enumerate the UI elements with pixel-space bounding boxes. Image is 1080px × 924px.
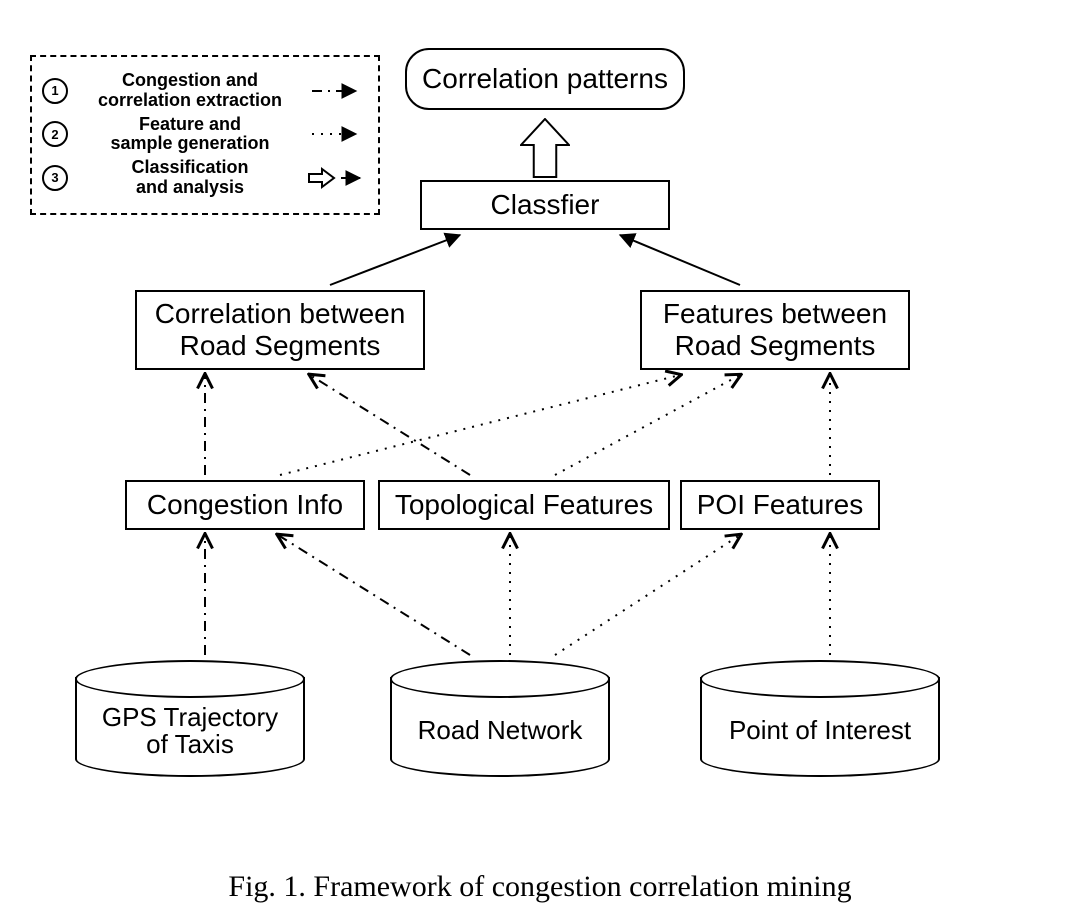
figure-caption: Fig. 1. Framework of congestion correlat…: [0, 870, 1080, 904]
edge-topo-feat: [555, 375, 740, 475]
edge-feat-classifier: [620, 235, 740, 285]
legend-number-icon: 3: [42, 165, 68, 191]
legend-box: 1 Congestion andcorrelation extraction 2 Fe…: [30, 55, 380, 215]
node-poi-features: POI Features: [680, 480, 880, 530]
node-congestion-info: Congestion Info: [125, 480, 365, 530]
diagram-canvas: 1 Congestion andcorrelation extraction 2 Fe…: [0, 0, 1080, 924]
cylinder-label: Road Network: [418, 717, 583, 744]
node-label: POI Features: [697, 489, 864, 521]
legend-text: Congestion andcorrelation extraction: [82, 71, 298, 111]
cylinder-label: GPS Trajectory of Taxis: [102, 704, 278, 759]
node-label: Topological Features: [395, 489, 653, 521]
edge-road-cong: [278, 535, 470, 655]
legend-row-1: 1 Congestion andcorrelation extraction: [42, 71, 366, 111]
cylinder-road-network: Road Network: [390, 660, 610, 765]
edge-topo-corr: [310, 375, 470, 475]
cylinder-point-of-interest: Point of Interest: [700, 660, 940, 765]
legend-arrow-icon: [308, 123, 366, 145]
legend-number-icon: 1: [42, 78, 68, 104]
legend-number-icon: 2: [42, 121, 68, 147]
node-label: Correlation patterns: [422, 63, 668, 95]
legend-row-2: 2 Feature andsample generation: [42, 115, 366, 155]
hollow-arrow-up: [520, 118, 570, 178]
cylinder-gps-trajectory: GPS Trajectory of Taxis: [75, 660, 305, 765]
legend-row-3: 3 Classificationand analysis: [42, 158, 366, 198]
edge-cong-feat: [280, 375, 680, 475]
node-correlation-between-road-segments: Correlation between Road Segments: [135, 290, 425, 370]
cylinder-label: Point of Interest: [729, 717, 911, 744]
node-correlation-patterns: Correlation patterns: [405, 48, 685, 110]
node-topological-features: Topological Features: [378, 480, 670, 530]
edge-road-poi: [555, 535, 740, 655]
node-label: Classfier: [491, 189, 600, 221]
node-features-between-road-segments: Features between Road Segments: [640, 290, 910, 370]
edge-corr-classifier: [330, 235, 460, 285]
legend-text: Feature andsample generation: [82, 115, 298, 155]
legend-arrow-icon: [308, 80, 366, 102]
legend-text: Classificationand analysis: [82, 158, 298, 198]
node-classifier: Classfier: [420, 180, 670, 230]
node-label: Congestion Info: [147, 489, 343, 521]
node-label: Features between Road Segments: [663, 298, 887, 362]
legend-arrow-icon: [308, 167, 366, 189]
node-label: Correlation between Road Segments: [155, 298, 406, 362]
